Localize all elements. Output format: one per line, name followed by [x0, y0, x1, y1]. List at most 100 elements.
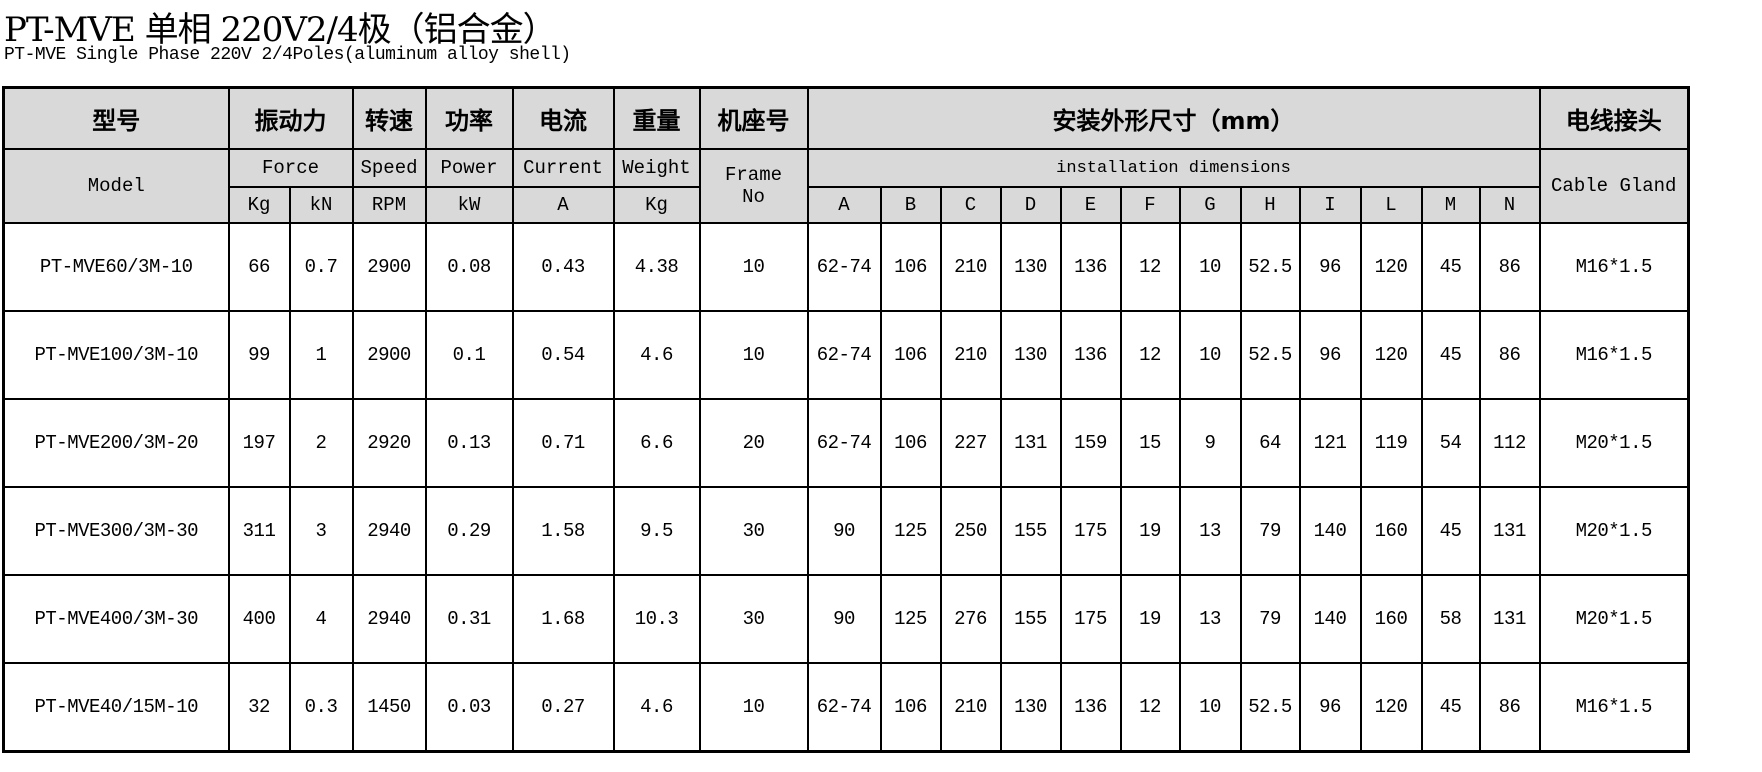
dim-letter: D [999, 186, 1062, 224]
cell-model: PT-MVE100/3M-10 [2, 310, 230, 400]
cell-frame: 10 [698, 310, 809, 400]
cell-kg: 400 [227, 574, 291, 664]
cell-dim-c: 276 [939, 574, 1002, 664]
cell-dim-h: 52.5 [1239, 662, 1301, 753]
dim-letter: N [1478, 186, 1541, 224]
cell-dim-b: 106 [879, 662, 942, 753]
cell-dim-g: 10 [1178, 310, 1242, 400]
header-force-en: Force [227, 148, 354, 188]
cell-rpm: 2940 [351, 574, 427, 664]
cell-rpm: 2940 [351, 486, 427, 576]
page-title: PT-MVE 单相 220V2/4极（铝合金） [4, 10, 557, 50]
cell-a: 0.54 [511, 310, 615, 400]
unit-current: A [511, 186, 615, 224]
cell-kw: 0.08 [424, 222, 514, 312]
cell-kn: 0.3 [288, 662, 354, 753]
cell-rpm: 2920 [351, 398, 427, 488]
cell-dim-g: 10 [1178, 662, 1242, 753]
cell-dim-m: 54 [1420, 398, 1481, 488]
cell-dim-a: 62-74 [806, 398, 882, 488]
table-row: PT-MVE200/3M-20 197 2 2920 0.13 0.71 6.6 20 62-7… [2, 398, 1690, 488]
cell-kn: 2 [288, 398, 354, 488]
cell-dim-d: 131 [999, 398, 1062, 488]
header-gland-en: Cable Gland [1538, 148, 1690, 224]
cell-kw: 0.1 [424, 310, 514, 400]
unit-force-kn: kN [288, 186, 354, 224]
cell-dim-e: 159 [1059, 398, 1122, 488]
cell-dim-a: 90 [806, 574, 882, 664]
unit-speed: RPM [351, 186, 427, 224]
cell-weight: 4.38 [612, 222, 701, 312]
cell-model: PT-MVE300/3M-30 [2, 486, 230, 576]
cell-dim-d: 155 [999, 486, 1062, 576]
cell-dim-m: 45 [1420, 486, 1481, 576]
dim-letter: E [1059, 186, 1122, 224]
header-row-zh: 型号 振动力 转速 功率 电流 重量 机座号 安装外形尺寸（mm） 电线接头 [2, 86, 1690, 150]
cell-weight: 6.6 [612, 398, 701, 488]
cell-weight: 9.5 [612, 486, 701, 576]
cell-gland: M20*1.5 [1538, 486, 1690, 576]
cell-rpm: 2900 [351, 222, 427, 312]
cell-dim-a: 62-74 [806, 662, 882, 753]
cell-dim-n: 86 [1478, 310, 1541, 400]
header-dims-en: installation dimensions [806, 148, 1541, 188]
cell-dim-d: 130 [999, 662, 1062, 753]
cell-kg: 311 [227, 486, 291, 576]
cell-model: PT-MVE200/3M-20 [2, 398, 230, 488]
dim-letter: H [1239, 186, 1301, 224]
header-speed-zh: 转速 [351, 86, 427, 150]
cell-gland: M16*1.5 [1538, 222, 1690, 312]
cell-a: 0.71 [511, 398, 615, 488]
cell-a: 0.27 [511, 662, 615, 753]
cell-frame: 30 [698, 574, 809, 664]
cell-dim-c: 210 [939, 222, 1002, 312]
cell-frame: 30 [698, 486, 809, 576]
cell-dim-i: 121 [1298, 398, 1362, 488]
cell-dim-e: 175 [1059, 574, 1122, 664]
cell-dim-i: 140 [1298, 486, 1362, 576]
cell-dim-e: 136 [1059, 662, 1122, 753]
cell-model: PT-MVE400/3M-30 [2, 574, 230, 664]
cell-kn: 0.7 [288, 222, 354, 312]
cell-kw: 0.13 [424, 398, 514, 488]
cell-kn: 3 [288, 486, 354, 576]
cell-dim-m: 45 [1420, 222, 1481, 312]
unit-force-kg: Kg [227, 186, 291, 224]
cell-dim-h: 79 [1239, 574, 1301, 664]
cell-weight: 4.6 [612, 662, 701, 753]
header-frame-zh: 机座号 [698, 86, 809, 150]
cell-dim-g: 9 [1178, 398, 1242, 488]
cell-gland: M16*1.5 [1538, 310, 1690, 400]
cell-dim-m: 45 [1420, 310, 1481, 400]
cell-dim-n: 112 [1478, 398, 1541, 488]
header-gland-zh: 电线接头 [1538, 86, 1690, 150]
cell-dim-c: 210 [939, 310, 1002, 400]
cell-kw: 0.29 [424, 486, 514, 576]
table-row: PT-MVE300/3M-30 311 3 2940 0.29 1.58 9.5 30 90 12… [2, 486, 1690, 576]
cell-dim-c: 227 [939, 398, 1002, 488]
page-subtitle: PT-MVE Single Phase 220V 2/4Poles(alumin… [4, 45, 571, 65]
cell-kg: 66 [227, 222, 291, 312]
cell-kg: 32 [227, 662, 291, 753]
header-model-en: Model [2, 148, 230, 224]
cell-model: PT-MVE40/15M-10 [2, 662, 230, 753]
cell-dim-h: 52.5 [1239, 222, 1301, 312]
cell-dim-g: 13 [1178, 486, 1242, 576]
cell-dim-l: 160 [1359, 574, 1423, 664]
cell-a: 1.68 [511, 574, 615, 664]
header-weight-en: Weight [612, 148, 701, 188]
cell-dim-l: 120 [1359, 310, 1423, 400]
cell-dim-n: 86 [1478, 222, 1541, 312]
cell-a: 1.58 [511, 486, 615, 576]
header-current-en: Current [511, 148, 615, 188]
cell-dim-g: 13 [1178, 574, 1242, 664]
cell-kg: 99 [227, 310, 291, 400]
unit-power: kW [424, 186, 514, 224]
header-power-en: Power [424, 148, 514, 188]
cell-dim-i: 96 [1298, 310, 1362, 400]
table-row: PT-MVE40/15M-10 32 0.3 1450 0.03 0.27 4.6 10 62-… [2, 662, 1690, 753]
cell-dim-c: 250 [939, 486, 1002, 576]
cell-dim-b: 106 [879, 398, 942, 488]
cell-dim-l: 160 [1359, 486, 1423, 576]
cell-dim-a: 90 [806, 486, 882, 576]
